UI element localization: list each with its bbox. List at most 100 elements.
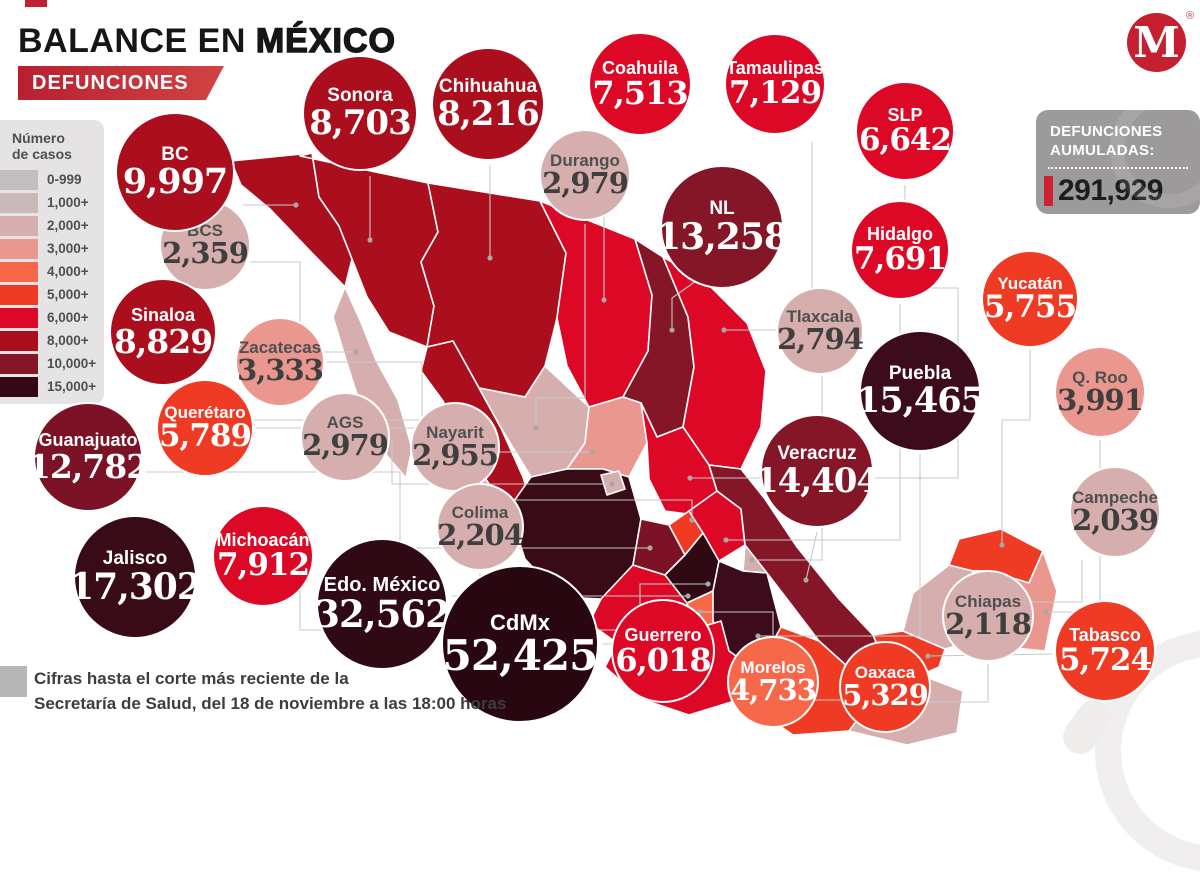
legend-title: Número de casos <box>12 130 72 162</box>
page-title: BALANCE EN MÉXICO <box>18 21 396 61</box>
leader-dot <box>609 481 615 487</box>
legend-item: 6,000+ <box>0 306 104 329</box>
legend-swatch <box>0 261 38 282</box>
state-bubble-guerrero: Guerrero 6,018 <box>611 599 715 703</box>
state-bubble-yucat-n: Yucatán 5,755 <box>981 250 1079 348</box>
milenio-logo-letter: M <box>1133 17 1180 67</box>
state-bubble-oaxaca: Oaxaca 5,329 <box>839 641 931 733</box>
legend-swatch <box>0 307 38 328</box>
leader-dot <box>925 653 931 659</box>
state-name: Jalisco <box>102 548 168 570</box>
page-title-bold: MÉXICO <box>255 21 396 60</box>
state-value: 12,782 <box>27 446 149 486</box>
state-bubble-jalisco: Jalisco 17,302 <box>69 515 202 639</box>
state-value: 32,562 <box>314 592 451 636</box>
state-value: 14,404 <box>754 460 880 501</box>
page-title-regular: BALANCE EN <box>18 22 256 60</box>
state-bubble-nayarit: Nayarit 2,955 <box>410 402 500 492</box>
leader-dot <box>533 425 539 431</box>
state-name: Hidalgo <box>867 224 933 245</box>
leader-dot <box>487 255 493 261</box>
state-bubble-chiapas: Chiapas 2,118 <box>942 570 1034 662</box>
state-bubble-q-roo: Q. Roo 3,991 <box>1054 346 1146 438</box>
state-bubble-ags: AGS 2,979 <box>300 392 390 482</box>
legend-items: 0-999 1,000+ 2,000+ 3,000+ 4,000+ 5,000+ 6,000… <box>0 168 104 398</box>
footnote: Cifras hasta el corte más reciente de la… <box>0 666 506 716</box>
leader-dot <box>723 537 729 543</box>
legend-label: 15,000+ <box>47 379 97 394</box>
state-value: 6,018 <box>615 641 711 680</box>
state-name: Sonora <box>327 85 393 107</box>
legend-swatch <box>0 284 38 305</box>
state-name: Guanajuato <box>38 430 138 451</box>
legend-label: 1,000+ <box>47 195 89 210</box>
leader-dot <box>749 557 755 563</box>
state-name: Chihuahua <box>438 76 538 98</box>
legend-panel: Número de casos 0-999 1,000+ 2,000+ 3,000+ 4,… <box>0 120 104 404</box>
deco-red-chip <box>25 0 47 7</box>
state-bubble-quer-taro: Querétaro 5,789 <box>156 379 254 477</box>
legend-item: 3,000+ <box>0 237 104 260</box>
state-value: 2,955 <box>412 438 499 473</box>
state-value: 15,465 <box>856 380 985 422</box>
state-value: 8,216 <box>437 93 539 134</box>
state-name: Michoacán <box>216 530 310 551</box>
legend-swatch <box>0 353 38 374</box>
leader-dot <box>647 545 653 551</box>
state-value: 4,733 <box>730 673 817 708</box>
state-value: 7,129 <box>728 74 822 111</box>
state-value: 2,039 <box>1072 503 1159 538</box>
state-bubble-puebla: Puebla 15,465 <box>856 330 985 452</box>
state-name: Tabasco <box>1069 625 1141 646</box>
state-bubble-morelos: Morelos 4,733 <box>727 636 819 728</box>
state-value: 3,333 <box>237 353 324 388</box>
legend-label: 4,000+ <box>47 264 89 279</box>
state-name: SLP <box>887 105 923 126</box>
state-bubble-zacatecas: Zacatecas 3,333 <box>235 317 325 407</box>
legend-label: 0-999 <box>47 172 82 187</box>
state-value: 17,302 <box>69 565 202 608</box>
legend-label: 2,000+ <box>47 218 89 233</box>
state-bubble-sinaloa: Sinaloa 8,829 <box>109 278 217 386</box>
state-value: 7,513 <box>592 74 688 113</box>
state-value: 2,979 <box>542 166 629 201</box>
legend-label: 8,000+ <box>47 333 89 348</box>
leader-dot <box>721 327 727 333</box>
state-bubble-michoac-n: Michoacán 7,912 <box>212 505 314 607</box>
state-bubble-bc: BC 9,997 <box>115 112 235 232</box>
state-name: Tlaxcala <box>786 306 854 326</box>
state-value: 3,991 <box>1057 383 1144 418</box>
bubble-layer: BCS 2,359 Durango 2,979 Zacatecas 3,333 Tlaxca… <box>28 32 1161 733</box>
legend-item: 10,000+ <box>0 352 104 375</box>
state-bubble-chihuahua: Chihuahua 8,216 <box>431 47 545 161</box>
leader-dot <box>367 237 373 243</box>
state-name: BC <box>161 143 189 165</box>
footnote-marker <box>0 666 27 697</box>
footnote-text: Cifras hasta el corte más reciente de la… <box>34 669 507 713</box>
legend-label: 3,000+ <box>47 241 89 256</box>
state-name: Oaxaca <box>854 662 916 682</box>
map-state-bcs <box>332 286 413 479</box>
leader-dot <box>353 349 359 355</box>
state-name: Q. Roo <box>1072 367 1128 387</box>
legend-swatch <box>0 192 38 213</box>
legend-item: 5,000+ <box>0 283 104 306</box>
state-value: 5,755 <box>983 289 1077 326</box>
state-bubble-sonora: Sonora 8,703 <box>302 55 418 171</box>
state-bubble-nl: NL 13,258 <box>656 165 789 289</box>
state-name: Puebla <box>888 362 952 384</box>
state-value: 2,204 <box>437 518 524 553</box>
state-bubble-guanajuato: Guanajuato 12,782 <box>28 402 149 512</box>
legend-item: 1,000+ <box>0 191 104 214</box>
state-bubble-durango: Durango 2,979 <box>539 129 631 221</box>
state-name: Yucatán <box>997 273 1063 293</box>
legend-item: 15,000+ <box>0 375 104 398</box>
state-value: 9,997 <box>122 161 229 203</box>
state-bubble-colima: Colima 2,204 <box>436 483 524 571</box>
dotted-separator <box>1048 167 1188 169</box>
milenio-logo: M <box>1127 13 1186 72</box>
legend-item: 4,000+ <box>0 260 104 283</box>
legend-label: 5,000+ <box>47 287 89 302</box>
state-name: Coahuila <box>601 57 678 78</box>
state-bubble-hidalgo: Hidalgo 7,691 <box>850 200 950 300</box>
